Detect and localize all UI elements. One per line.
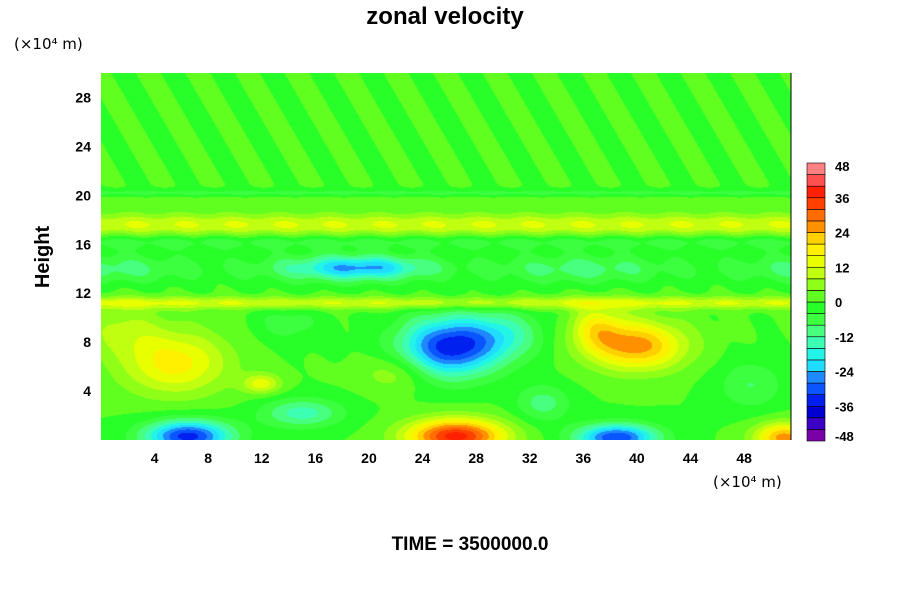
colorbar-tick-label: 12 (835, 260, 849, 275)
colorbar-box (806, 266, 826, 280)
colorbar-box (806, 243, 826, 256)
x-tick-label: 44 (683, 450, 699, 466)
colorbar-tick-labels: 48 36 24 12 0 -12 -24 -36 -48 (835, 159, 855, 444)
colorbar-tick-label: 0 (835, 295, 842, 310)
colorbar-box (806, 209, 826, 222)
x-tick-labels: 4 8 12 16 20 24 28 32 36 40 44 48 (151, 450, 752, 466)
time-footer: TIME = 3500000.0 (392, 534, 549, 555)
x-tick-label: 4 (151, 450, 159, 466)
colorbar-box (806, 185, 826, 199)
colorbar-tick-label: 24 (835, 226, 850, 241)
colorbar-box (806, 162, 826, 175)
colorbar-box (806, 417, 826, 430)
y-tick-label: 12 (75, 285, 91, 301)
y-tick-label: 28 (75, 89, 91, 105)
colorbar-box (806, 429, 826, 442)
y-tick-label: 20 (75, 187, 91, 203)
y-tick-label: 24 (75, 138, 91, 154)
colorbar-box (806, 255, 826, 268)
colorbar-tick-label: -36 (835, 399, 854, 414)
y-axis-label: Height (32, 226, 54, 289)
colorbar-box (806, 394, 826, 407)
x-tick-label: 48 (736, 450, 752, 466)
y-unit-label: (×10⁴ m) (14, 35, 83, 53)
colorbar-box (806, 336, 826, 349)
colorbar-box (806, 278, 826, 291)
colorbar-box (806, 313, 826, 326)
colorbar-box (806, 359, 826, 372)
x-tick-label: 32 (522, 450, 538, 466)
colorbar-box (806, 197, 826, 210)
colorbar-tick-label: 36 (835, 191, 849, 206)
plot-area (101, 73, 792, 440)
colorbar-tick-label: -12 (835, 330, 854, 345)
colorbar-boxes (806, 162, 826, 442)
x-tick-label: 8 (204, 450, 212, 466)
heatmap-field (101, 73, 791, 440)
colorbar-box (806, 301, 826, 314)
x-tick-label: 40 (629, 450, 645, 466)
colorbar-box (806, 324, 826, 338)
y-tick-label: 16 (75, 236, 91, 252)
x-tick-label: 36 (576, 450, 592, 466)
chart-title: zonal velocity (366, 3, 524, 30)
colorbar-box (806, 174, 826, 187)
y-tick-label: 8 (83, 334, 91, 350)
colorbar-box (806, 348, 826, 361)
x-tick-label: 16 (308, 450, 324, 466)
x-tick-label: 24 (415, 450, 431, 466)
y-tick-labels: 4 8 12 16 20 24 28 (75, 89, 91, 399)
colorbar-box (806, 290, 826, 303)
y-tick-label: 4 (83, 383, 91, 399)
x-tick-label: 20 (361, 450, 377, 466)
x-tick-label: 28 (468, 450, 484, 466)
colorbar-box (806, 220, 826, 233)
colorbar-tick-label: -48 (835, 429, 854, 444)
x-unit-label: (×10⁴ m) (713, 473, 782, 491)
colorbar: 48 36 24 12 0 -12 -24 -36 -48 (806, 159, 855, 444)
colorbar-box (806, 371, 826, 384)
colorbar-tick-label: -24 (835, 365, 855, 380)
colorbar-box (806, 232, 826, 245)
x-tick-label: 12 (254, 450, 270, 466)
colorbar-box (806, 382, 826, 395)
colorbar-tick-label: 48 (835, 159, 849, 174)
colorbar-box (806, 405, 826, 419)
